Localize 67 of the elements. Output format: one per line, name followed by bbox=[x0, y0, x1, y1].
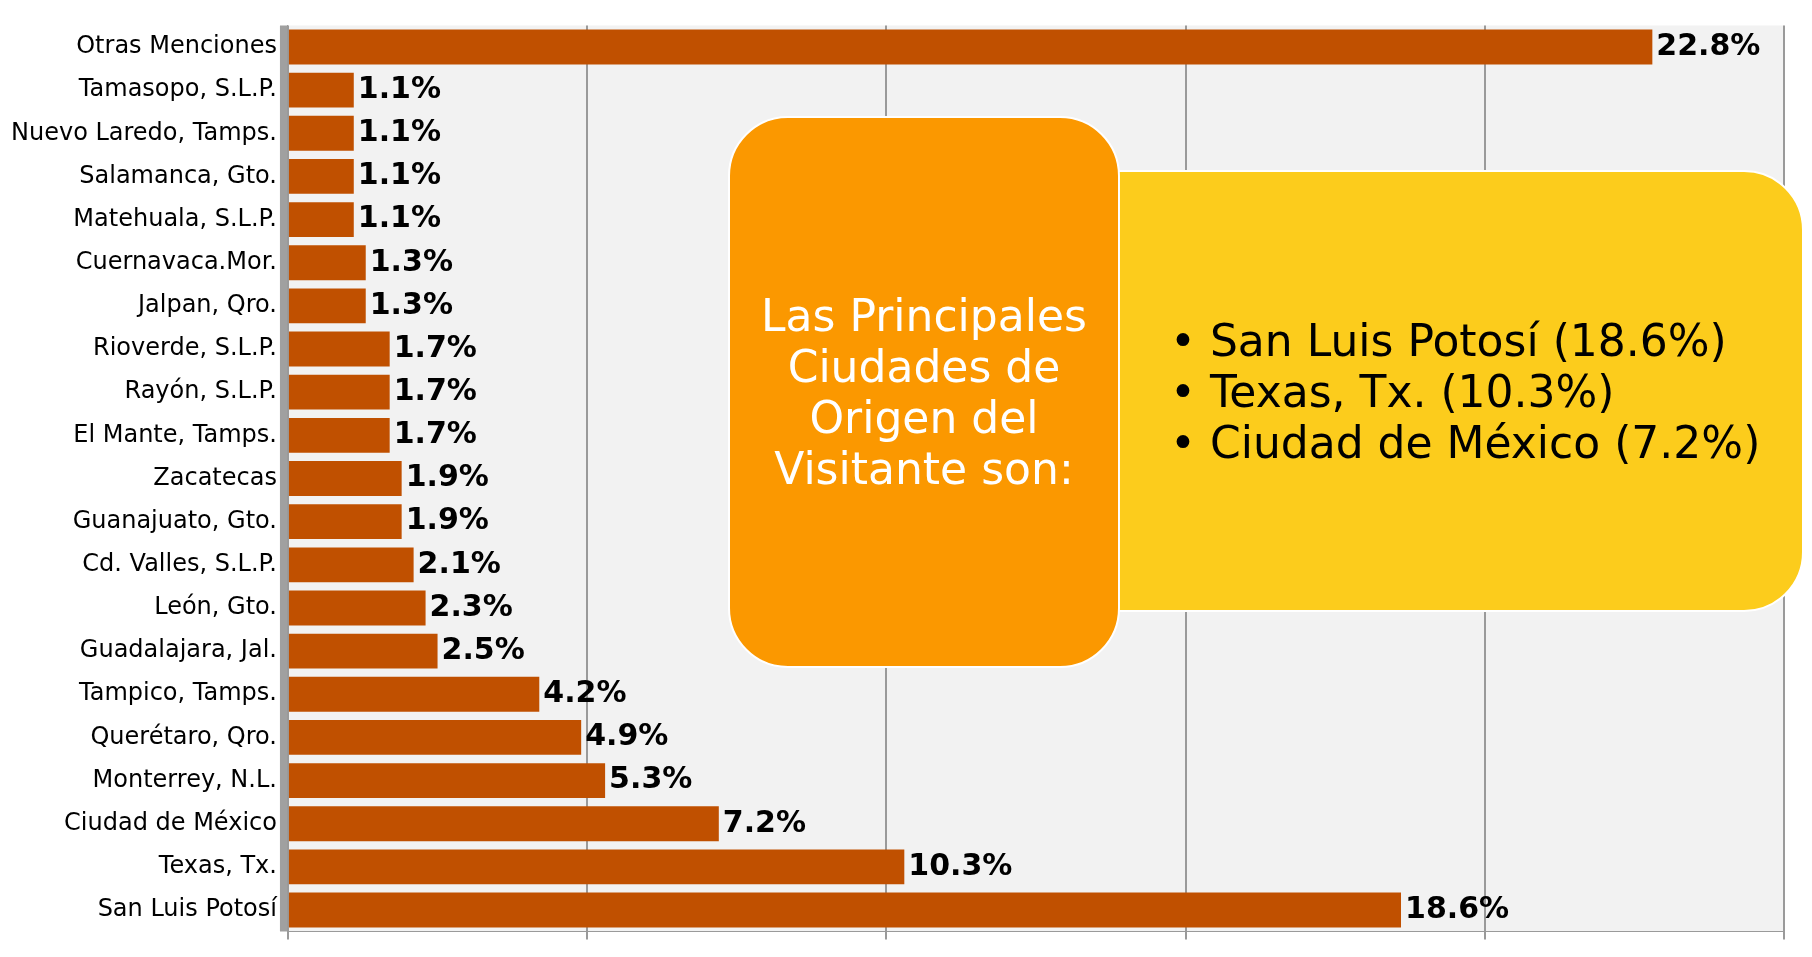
data-label: 10.3% bbox=[908, 846, 1013, 882]
data-label: 1.7% bbox=[393, 328, 477, 364]
data-label: 5.3% bbox=[609, 760, 693, 796]
data-label: 1.3% bbox=[369, 242, 453, 278]
bar bbox=[288, 547, 414, 583]
bar bbox=[288, 417, 390, 453]
annotation: • Texas, Tx. (10.3%) bbox=[1170, 365, 1616, 417]
y-tick-label: Tamasopo, S.L.P. bbox=[77, 74, 277, 103]
y-tick-label: Matehuala, S.L.P. bbox=[73, 203, 277, 232]
data-label: 1.1% bbox=[357, 199, 441, 235]
data-label: 1.7% bbox=[393, 415, 477, 451]
y-tick-label: Otras Menciones bbox=[76, 31, 277, 60]
bar bbox=[288, 504, 402, 540]
y-tick-label: Ciudad de México bbox=[64, 807, 277, 836]
data-label: 7.2% bbox=[722, 803, 807, 839]
y-tick-label: Querétaro, Qro. bbox=[90, 721, 277, 750]
data-label: 2.3% bbox=[429, 587, 513, 623]
annotation: • San Luis Potosí (18.6%) bbox=[1170, 314, 1728, 366]
data-label: 1.1% bbox=[357, 156, 441, 192]
data-label: 4.9% bbox=[585, 717, 669, 753]
y-tick-label: Texas, Tx. bbox=[157, 851, 277, 880]
y-tick-label: Guadalajara, Jal. bbox=[79, 635, 277, 664]
y-tick-label: Guanajuato, Gto. bbox=[72, 505, 277, 534]
bar bbox=[288, 374, 390, 410]
bar bbox=[288, 202, 354, 238]
bar bbox=[288, 676, 540, 712]
bar bbox=[288, 633, 438, 669]
data-label: 1.7% bbox=[393, 371, 477, 407]
data-label: 22.8% bbox=[1656, 26, 1761, 62]
bar bbox=[288, 719, 582, 755]
y-tick-label: Monterrey, N.L. bbox=[92, 764, 277, 793]
bar bbox=[288, 892, 1402, 928]
bar bbox=[288, 72, 354, 108]
y-tick-label: Nuevo Laredo, Tamps. bbox=[10, 117, 277, 146]
data-label: 18.6% bbox=[1405, 889, 1510, 925]
bar bbox=[288, 288, 366, 324]
bar bbox=[288, 849, 905, 885]
bar bbox=[288, 331, 390, 367]
data-label: 1.9% bbox=[405, 501, 489, 537]
y-tick-label: Tampico, Tamps. bbox=[77, 678, 277, 707]
y-tick-label: Rayón, S.L.P. bbox=[124, 376, 277, 405]
bar bbox=[288, 806, 719, 842]
bar bbox=[288, 763, 606, 798]
y-tick-label: Jalpan, Qro. bbox=[135, 290, 277, 319]
data-label: 1.1% bbox=[357, 69, 441, 105]
y-tick-label: Salamanca, Gto. bbox=[79, 160, 277, 189]
data-label: 1.3% bbox=[369, 285, 453, 321]
y-tick-label: León, Gto. bbox=[154, 592, 277, 621]
data-label: 1.1% bbox=[357, 113, 441, 149]
y-tick-label: San Luis Potosí bbox=[97, 894, 279, 923]
y-tick-label: Cd. Valles, S.L.P. bbox=[82, 549, 277, 578]
y-tick-label: Cuernavaca.Mor. bbox=[75, 246, 277, 275]
bar bbox=[288, 159, 354, 194]
data-label: 2.5% bbox=[441, 630, 525, 666]
bar bbox=[288, 590, 426, 626]
data-label: 4.2% bbox=[543, 674, 627, 710]
data-label: 2.1% bbox=[417, 544, 501, 580]
data-label: 1.9% bbox=[405, 458, 489, 494]
bar bbox=[288, 461, 402, 496]
y-tick-label: Zacatecas bbox=[153, 462, 277, 491]
bar bbox=[288, 29, 1653, 65]
y-tick-label: Rioverde, S.L.P. bbox=[93, 333, 277, 362]
callout-box: Las Principales Ciudades de Origen del Visitante son: bbox=[728, 116, 1120, 668]
y-tick-label: El Mante, Tamps. bbox=[73, 419, 277, 448]
bar bbox=[288, 115, 354, 151]
bar bbox=[288, 245, 366, 281]
annotation: • Ciudad de México (7.2%) bbox=[1170, 416, 1761, 468]
